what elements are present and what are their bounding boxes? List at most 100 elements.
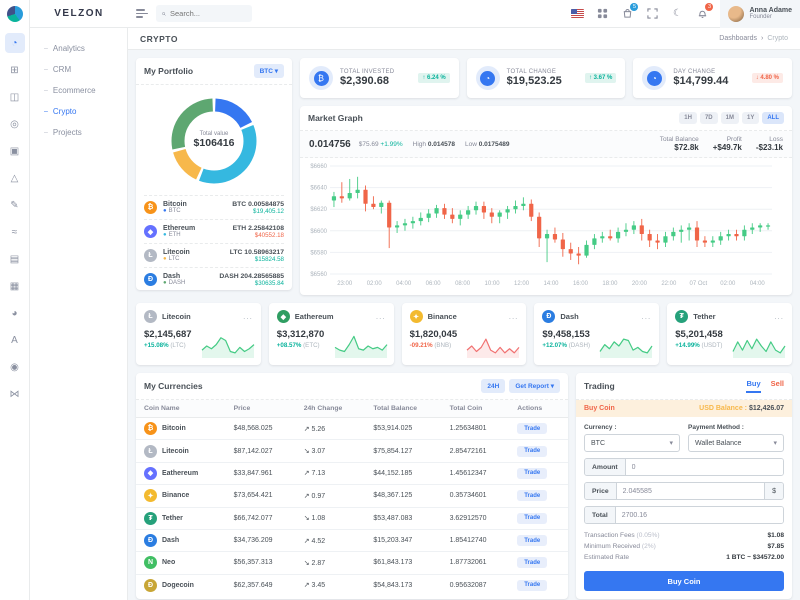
column-header[interactable]: Total Coin [441, 400, 510, 418]
currency-select[interactable]: BTC ▾ [584, 434, 680, 452]
litecoin-coin-icon: Ł [144, 444, 157, 458]
sparkline-chart [732, 338, 786, 358]
global-search [156, 5, 252, 22]
trade-button[interactable]: Trade [517, 579, 548, 591]
cell-total-balance: $44,152.185 [365, 462, 442, 486]
column-header[interactable]: Price [225, 400, 296, 418]
more-menu-icon[interactable]: ... [375, 311, 386, 321]
portfolio-title: My Portfolio [144, 66, 194, 76]
sidebar-item-crm[interactable]: – CRM [44, 65, 72, 74]
cell-24h-change: ↘ 3.07 [295, 439, 366, 463]
range-7d-button[interactable]: 7D [699, 112, 718, 124]
rail-dashboards-icon[interactable]: ◔ [4, 33, 25, 53]
cell-total-balance: $75,854.127 [365, 439, 442, 463]
trade-button[interactable]: Trade [517, 557, 548, 569]
app-logo-icon[interactable] [6, 6, 23, 22]
payment-method-select[interactable]: Wallet Balance ▾ [688, 434, 784, 452]
trade-button[interactable]: Trade [517, 423, 548, 435]
portfolio-currency-select[interactable]: BTC ▾ [253, 64, 284, 78]
coin-amount: DASH 204.28565885 [219, 272, 284, 280]
cart-icon[interactable]: 5 [620, 2, 639, 21]
stat-delta-badge: ↑ 6.24 % [418, 73, 450, 83]
sidebar-item-ecommerce[interactable]: – Ecommerce [44, 86, 96, 95]
rail-multilevel-icon[interactable]: ⋈ [9, 388, 20, 400]
total-input[interactable] [615, 507, 783, 523]
usd-balance-banner: Buy Coin USD Balance : $12,426.07 [576, 400, 792, 417]
more-menu-icon[interactable]: ... [774, 311, 784, 321]
more-menu-icon[interactable]: ... [508, 311, 519, 321]
portfolio-coin-row[interactable]: Đ Dash ● DASH DASH 204.28565885 $30635.84 [144, 267, 284, 291]
trade-button[interactable]: Trade [517, 512, 548, 524]
get-report-button[interactable]: Get Report ▾ [509, 379, 560, 393]
column-header[interactable]: Actions [509, 400, 568, 418]
tab-buy[interactable]: Buy [746, 379, 761, 393]
column-header[interactable]: Coin Name [136, 400, 226, 418]
menu-toggle-icon[interactable] [136, 9, 148, 18]
dark-mode-icon[interactable]: ☾ [672, 8, 682, 19]
svg-text:12:00: 12:00 [514, 281, 530, 287]
coin-card-eathereum[interactable]: ◆ Eathereum ... $3,312,870 +08.57% (ETC) [268, 303, 394, 365]
rail-landing-icon[interactable]: ▣ [9, 145, 20, 157]
coin-card-tether[interactable]: ₮ Tether ... $5,201,458 +14.99% (USDT) [667, 303, 792, 365]
rail-charts-icon[interactable]: ◕ [11, 307, 18, 319]
fullscreen-icon[interactable] [645, 7, 659, 21]
apps-grid-icon[interactable] [595, 7, 609, 21]
coin-name: Dash [163, 273, 181, 280]
more-menu-icon[interactable]: ... [243, 311, 253, 321]
coin-card-binance[interactable]: ✦ Binance ... $1,820,045 -09.21% (BNB) [401, 303, 527, 365]
amount-input[interactable] [625, 459, 783, 475]
tab-sell[interactable]: Sell [770, 379, 784, 388]
svg-text:$6620: $6620 [310, 207, 327, 213]
rail-items: ◔ ⊞ ◫ ◎ ▣ △ ✎ ≈ ▤ ▦ ◕ A ◉ ⋈ [4, 33, 25, 404]
trade-button[interactable]: Trade [517, 490, 548, 502]
rail-maps-icon[interactable]: ◉ [10, 361, 19, 373]
price-input[interactable] [616, 483, 765, 499]
cell-coin-name: Neo [162, 559, 176, 567]
cell-price: $48,568.025 [225, 417, 296, 441]
breadcrumb-root[interactable]: Dashboards [719, 35, 758, 42]
sidebar-item-crypto[interactable]: – Crypto [44, 107, 77, 116]
column-header[interactable]: 24h Change [295, 400, 366, 418]
price-input-group: Price $ [584, 482, 784, 500]
coin-card-dash[interactable]: Đ Dash ... $9,458,153 +12.07% (DASH) [534, 303, 660, 365]
rail-base-ui-icon[interactable]: △ [10, 172, 19, 184]
portfolio-coin-row[interactable]: Ł Litecoin ● LTC LTC 10.58963217 $15824.5… [144, 243, 284, 267]
rail-advance-ui-icon[interactable]: ✎ [10, 199, 19, 211]
sidebar-item-analytics[interactable]: – Analytics [44, 44, 85, 53]
range-1y-button[interactable]: 1Y [741, 112, 760, 124]
coin-card-litecoin[interactable]: Ł Litecoin ... $2,145,687 +15.08% (LTC) [136, 303, 261, 365]
stat-label: DAY CHANGE [673, 69, 716, 75]
svg-text:23:00: 23:00 [337, 281, 353, 287]
cell-total-coin: 1.87732061 [441, 551, 510, 575]
rail-forms-icon[interactable]: ▤ [9, 253, 20, 265]
language-flag-icon[interactable] [571, 9, 585, 18]
trade-button[interactable]: Trade [517, 467, 548, 479]
column-header[interactable]: Total Balance [365, 400, 442, 418]
rail-apps-icon[interactable]: ⊞ [10, 64, 19, 76]
notifications-bell-icon[interactable]: 3 [695, 2, 714, 21]
range-1m-button[interactable]: 1M [720, 112, 739, 124]
svg-text:$6580: $6580 [310, 250, 327, 256]
user-menu[interactable]: Anna Adame Founder [720, 0, 800, 28]
range-1h-button[interactable]: 1H [679, 112, 697, 124]
trade-button[interactable]: Trade [517, 535, 548, 547]
rail-pages-icon[interactable]: ◎ [10, 118, 19, 130]
range-24h-button[interactable]: 24H [481, 379, 506, 393]
coin-card-value: $1,820,045 [409, 329, 458, 340]
more-menu-icon[interactable]: ... [641, 311, 652, 321]
rail-layouts-icon[interactable]: ◫ [9, 91, 20, 103]
buy-coin-button[interactable]: Buy Coin [584, 571, 784, 591]
coin-stat-icon: ◔ [642, 66, 667, 90]
brand-logo[interactable]: VELZON [30, 0, 128, 28]
sidebar-item-projects[interactable]: – Projects [44, 128, 82, 137]
range-all-button[interactable]: ALL [762, 112, 784, 124]
search-input[interactable] [170, 9, 246, 18]
portfolio-coin-row[interactable]: ◆ Ethereum ● ETH ETH 2.25842108 $40552.18 [144, 219, 284, 243]
rail-tables-icon[interactable]: ▦ [9, 280, 20, 292]
table-row: Đ Dash $34,736.209 ↗ 4.52 $15,203.347 1.8… [136, 529, 568, 553]
rail-widgets-icon[interactable]: ≈ [11, 226, 18, 238]
trade-button[interactable]: Trade [517, 445, 548, 457]
portfolio-coin-row[interactable]: ₿ Bitcoin ● BTC BTC 0.00584875 $19,405.12 [144, 195, 284, 219]
candlestick-chart: $6560 $6580 $6600 $6620 $6640 $6660 [300, 158, 792, 295]
rail-icons-icon[interactable]: A [11, 334, 18, 346]
